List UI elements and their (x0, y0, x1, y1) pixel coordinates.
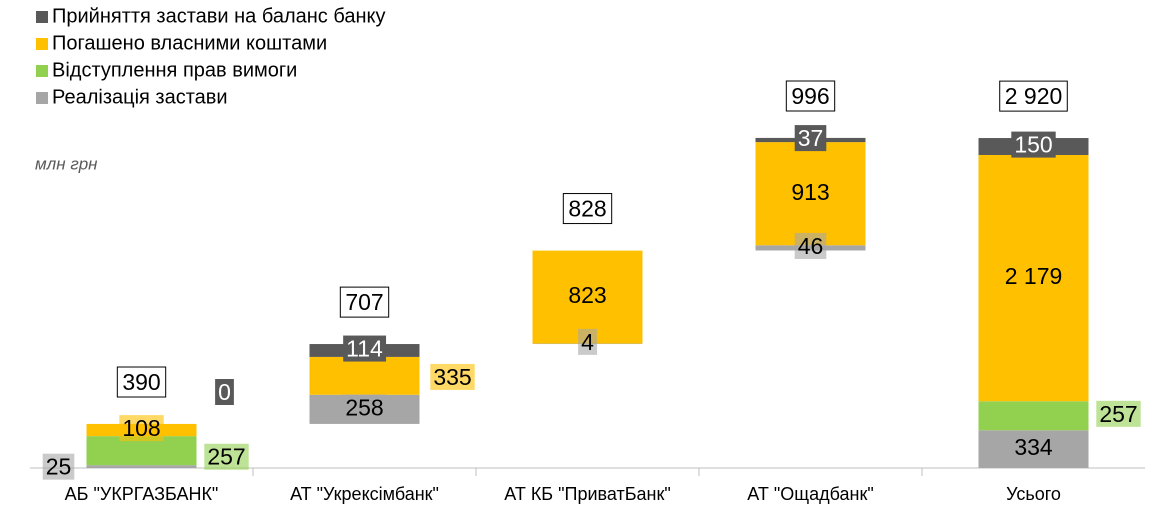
total-label: 707 (345, 289, 383, 315)
data-label: 2 179 (1005, 263, 1063, 289)
data-label: 257 (1099, 401, 1137, 427)
data-label: 913 (791, 179, 829, 205)
total-label: 2 920 (1005, 83, 1063, 109)
bar-segment (87, 465, 197, 468)
bar-segment (979, 401, 1089, 430)
data-label: 823 (568, 282, 606, 308)
data-label: 257 (207, 444, 245, 470)
legend-swatch (36, 38, 48, 50)
data-label: 334 (1014, 434, 1053, 460)
bar-segment (310, 357, 420, 395)
data-label: 150 (1014, 132, 1052, 158)
x-tick-label: АБ "УКРГАЗБАНК" (65, 484, 219, 504)
data-label: 46 (798, 233, 824, 259)
data-label: 108 (122, 415, 160, 441)
total-label: 390 (122, 369, 160, 395)
legend-label: Прийняття застави на баланс банку (52, 5, 386, 27)
data-label: 335 (433, 364, 471, 390)
legend-swatch (36, 92, 48, 104)
data-label: 0 (218, 379, 231, 405)
x-tick-label: АТ "Укрексімбанк" (290, 484, 439, 504)
data-label: 37 (798, 125, 824, 151)
data-label: 25 (46, 454, 72, 480)
data-label: 258 (345, 394, 383, 420)
total-label: 828 (568, 196, 606, 222)
x-tick-label: АТ КБ "ПриватБанк" (504, 484, 671, 504)
data-label: 114 (346, 336, 383, 362)
x-tick-label: АТ "Ощадбанк" (747, 484, 873, 504)
unit-label: млн грн (35, 154, 98, 173)
legend-label: Погашено власними коштами (52, 32, 327, 54)
legend-swatch (36, 65, 48, 77)
x-tick-label: Усього (1006, 484, 1061, 504)
data-label: 4 (581, 329, 594, 355)
legend-swatch (36, 11, 48, 23)
legend-label: Реалізація застави (52, 86, 228, 108)
legend-label: Відступлення прав вимоги (52, 59, 297, 81)
total-label: 996 (791, 83, 829, 109)
